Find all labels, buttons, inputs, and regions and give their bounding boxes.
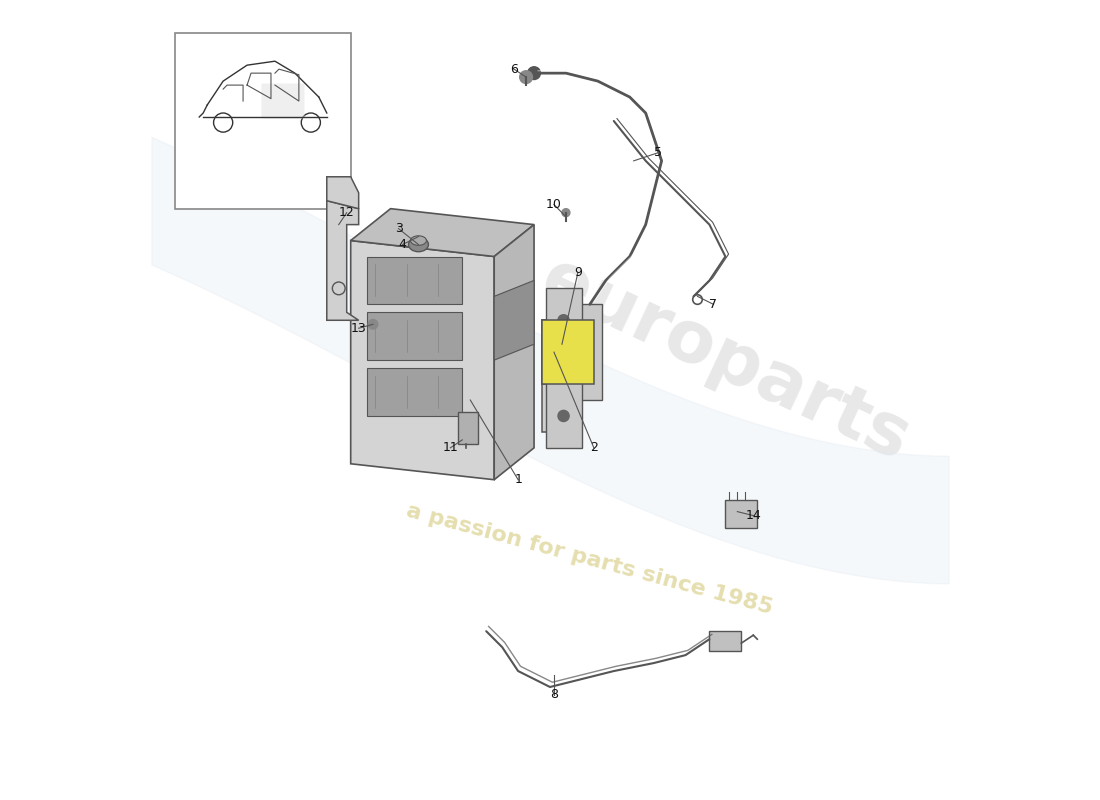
Bar: [366, 312, 462, 360]
Bar: [542, 320, 594, 384]
Text: 2: 2: [590, 442, 597, 454]
Text: 14: 14: [746, 509, 761, 522]
Text: 10: 10: [546, 198, 562, 211]
Polygon shape: [494, 225, 535, 480]
Polygon shape: [494, 281, 535, 360]
Polygon shape: [351, 241, 494, 480]
Text: 8: 8: [550, 689, 558, 702]
Polygon shape: [327, 177, 359, 209]
Text: europarts: europarts: [530, 245, 921, 476]
Circle shape: [519, 70, 532, 83]
Bar: [366, 368, 462, 416]
Text: a passion for parts since 1985: a passion for parts since 1985: [405, 501, 776, 618]
Text: 3: 3: [395, 222, 403, 235]
Polygon shape: [542, 320, 565, 432]
Circle shape: [528, 66, 540, 79]
Ellipse shape: [408, 238, 428, 252]
Bar: [550, 304, 602, 400]
Bar: [542, 320, 594, 384]
Bar: [175, 34, 351, 209]
Text: 12: 12: [339, 206, 354, 219]
Circle shape: [558, 410, 569, 422]
Text: 9: 9: [574, 266, 582, 279]
Text: 6: 6: [510, 62, 518, 76]
Polygon shape: [546, 288, 582, 448]
Polygon shape: [351, 209, 535, 257]
Text: 1: 1: [514, 474, 522, 486]
Text: 4: 4: [398, 238, 407, 251]
Bar: [710, 631, 741, 651]
Text: 5: 5: [653, 146, 661, 159]
Circle shape: [368, 319, 377, 329]
Text: 7: 7: [710, 298, 717, 311]
Circle shape: [562, 209, 570, 217]
Text: 11: 11: [442, 442, 459, 454]
Circle shape: [558, 314, 569, 326]
Bar: [459, 412, 478, 444]
Text: 13: 13: [351, 322, 366, 334]
Polygon shape: [327, 201, 359, 320]
Bar: [366, 257, 462, 304]
Bar: [725, 500, 757, 527]
Ellipse shape: [410, 236, 427, 246]
FancyBboxPatch shape: [262, 83, 305, 118]
